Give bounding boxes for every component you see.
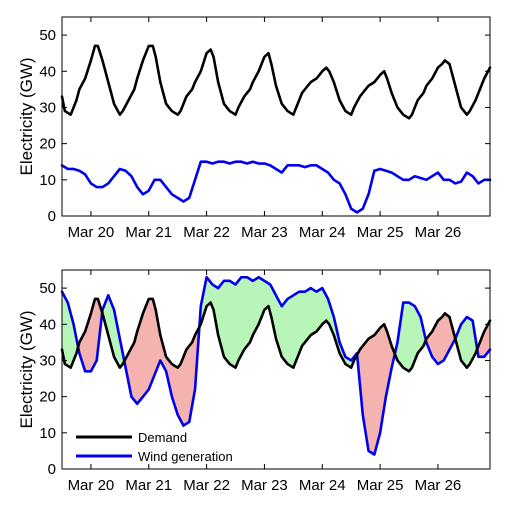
legend-label-demand: Demand [138,430,187,445]
y-axis-label: Electricity (GW) [17,57,36,175]
x-tick-label: Mar 26 [415,477,462,494]
y-tick-label: 30 [39,352,56,369]
x-tick-label: Mar 23 [241,224,288,241]
y-tick-label: 0 [48,461,56,478]
demand-line [60,44,492,120]
x-tick-label: Mar 24 [299,477,346,494]
axes-frame [61,269,491,470]
y-tick-label: 30 [39,99,56,116]
y-tick-label: 50 [39,27,56,44]
legend: Demand Wind generation [76,430,233,464]
y-tick-label: 0 [48,208,56,225]
y-tick-label: 20 [39,389,56,406]
chart-panel-1: 0 10 20 30 40 50 Mar 20 Mar 21 Mar 22 Mar 23 Mar 2… [17,16,492,241]
x-tick-label: Mar 22 [183,224,230,241]
x-tick-label: Mar 21 [125,477,172,494]
y-tick-label: 40 [39,63,56,80]
wind-generation-line [60,275,492,456]
y-tick-label: 10 [39,425,56,442]
demand-line [60,297,492,373]
x-tick-label: Mar 25 [357,224,404,241]
x-tick-label: Mar 25 [357,477,404,494]
legend-label-wind-generation: Wind generation [138,449,233,464]
x-tick-label: Mar 26 [415,224,462,241]
wind-generation-line [60,160,492,214]
x-tick-label: Mar 23 [241,477,288,494]
y-tick-label: 10 [39,172,56,189]
chart-panel-2: 0 10 20 30 40 50 Mar 20 Mar 21 Mar 22 Mar 23 Mar 2… [17,269,492,494]
y-tick-label: 20 [39,136,56,153]
y-tick-label: 40 [39,316,56,333]
x-tick-label: Mar 20 [68,224,115,241]
x-tick-label: Mar 20 [68,477,115,494]
x-tick-label: Mar 21 [125,224,172,241]
x-tick-label: Mar 22 [183,477,230,494]
x-tick-label: Mar 24 [299,224,346,241]
axes-frame [61,16,491,217]
y-tick-label: 50 [39,280,56,297]
y-axis-label: Electricity (GW) [17,310,36,428]
